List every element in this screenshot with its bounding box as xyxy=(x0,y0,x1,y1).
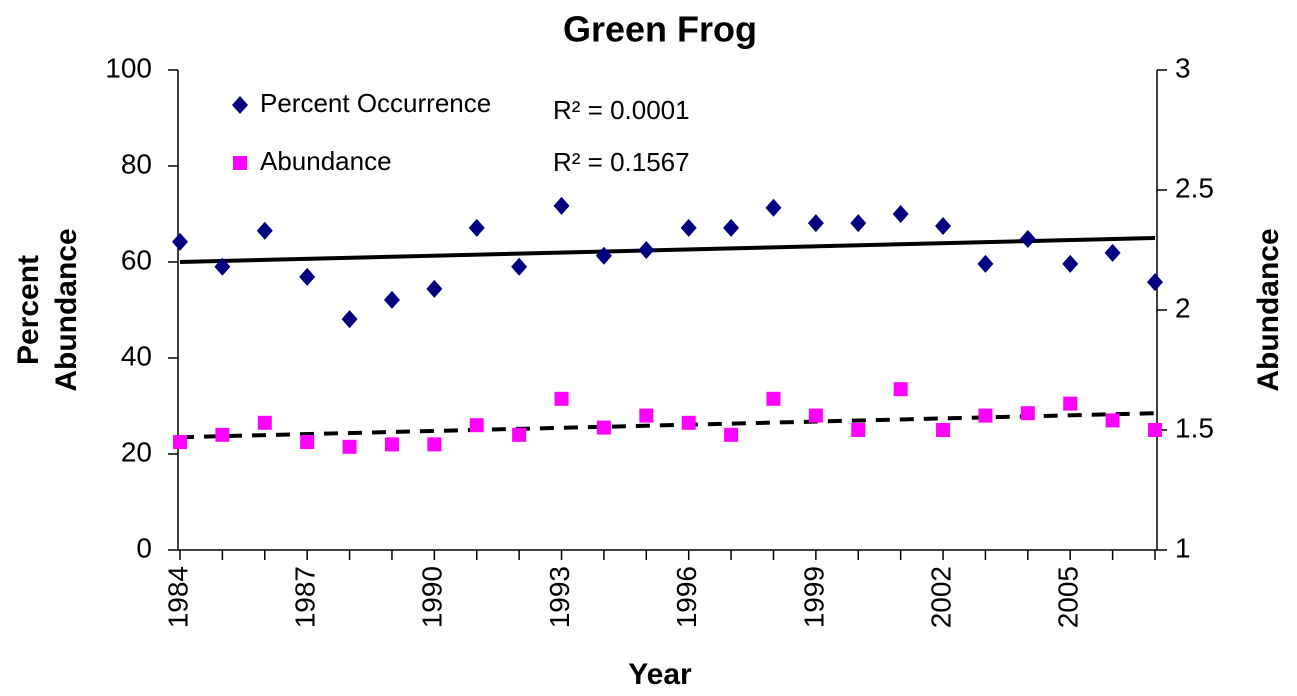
point xyxy=(936,423,951,437)
point xyxy=(426,279,443,298)
legend-label: Abundance xyxy=(260,146,392,176)
point xyxy=(977,254,994,273)
x-axis-label: Year xyxy=(628,658,692,691)
point xyxy=(383,290,400,309)
point xyxy=(808,408,823,423)
point xyxy=(639,408,654,423)
point xyxy=(978,408,993,423)
x-tick-label: 1984 xyxy=(162,566,193,628)
y2-tick-label: 3 xyxy=(1175,52,1191,83)
x-tick-label: 2005 xyxy=(1053,566,1084,628)
point xyxy=(892,205,909,223)
legend-label: Percent Occurrence xyxy=(260,88,491,118)
y2-tick-label: 2 xyxy=(1175,292,1191,323)
point xyxy=(723,218,740,237)
point xyxy=(257,415,272,430)
point xyxy=(256,221,273,240)
trendline xyxy=(179,411,1156,440)
point xyxy=(215,427,230,442)
x-tick-label: 1996 xyxy=(671,566,702,628)
x-tick-label: 1990 xyxy=(417,566,448,628)
point xyxy=(1020,406,1035,421)
point xyxy=(1019,229,1036,248)
point xyxy=(680,218,697,237)
trendline xyxy=(179,236,1156,264)
point xyxy=(342,439,357,454)
point xyxy=(214,257,231,276)
point xyxy=(299,267,316,286)
x-tick-label: 1999 xyxy=(798,566,829,628)
annotation: R² = 0.0001 xyxy=(553,95,690,125)
legend-marker xyxy=(233,156,247,170)
point xyxy=(1105,413,1120,428)
y2-axis-label: Abundance xyxy=(1252,228,1285,391)
point xyxy=(172,232,188,251)
point xyxy=(1148,423,1162,437)
point xyxy=(807,214,824,233)
point xyxy=(469,418,484,433)
point xyxy=(384,437,399,452)
point xyxy=(511,257,528,276)
y-axis-label: Percent xyxy=(12,255,45,365)
legend-marker xyxy=(232,96,248,114)
y-tick-label: 60 xyxy=(121,244,152,275)
point xyxy=(724,427,739,442)
point xyxy=(850,214,867,233)
chart-title: Green Frog xyxy=(563,9,757,50)
point xyxy=(173,435,187,449)
y-tick-label: 100 xyxy=(105,52,152,83)
point xyxy=(554,391,569,406)
point xyxy=(341,310,358,329)
y-axis-label: Abundance xyxy=(50,228,83,391)
point xyxy=(468,218,485,237)
y2-tick-label: 1.5 xyxy=(1175,412,1214,443)
point xyxy=(1147,273,1163,292)
point xyxy=(512,427,527,442)
annotation: R² = 0.1567 xyxy=(553,147,690,177)
point xyxy=(893,382,908,397)
point xyxy=(595,246,612,265)
point xyxy=(681,415,696,430)
point xyxy=(638,241,655,259)
x-tick-label: 1987 xyxy=(290,566,321,628)
point xyxy=(935,217,952,235)
point xyxy=(765,198,782,217)
point xyxy=(300,435,315,449)
y-tick-label: 40 xyxy=(121,340,152,371)
x-tick-label: 1993 xyxy=(544,566,575,628)
point xyxy=(553,196,570,215)
y2-tick-label: 1 xyxy=(1175,532,1191,563)
y-tick-label: 20 xyxy=(121,436,152,467)
point xyxy=(851,423,866,437)
y-tick-label: 0 xyxy=(136,532,152,563)
x-tick-label: 2002 xyxy=(925,566,956,628)
point xyxy=(766,391,781,406)
point xyxy=(1104,243,1121,262)
y-tick-label: 80 xyxy=(121,148,152,179)
point xyxy=(1062,254,1079,273)
y2-tick-label: 2.5 xyxy=(1175,172,1214,203)
point xyxy=(1063,396,1078,411)
point xyxy=(596,420,611,435)
point xyxy=(427,437,442,452)
